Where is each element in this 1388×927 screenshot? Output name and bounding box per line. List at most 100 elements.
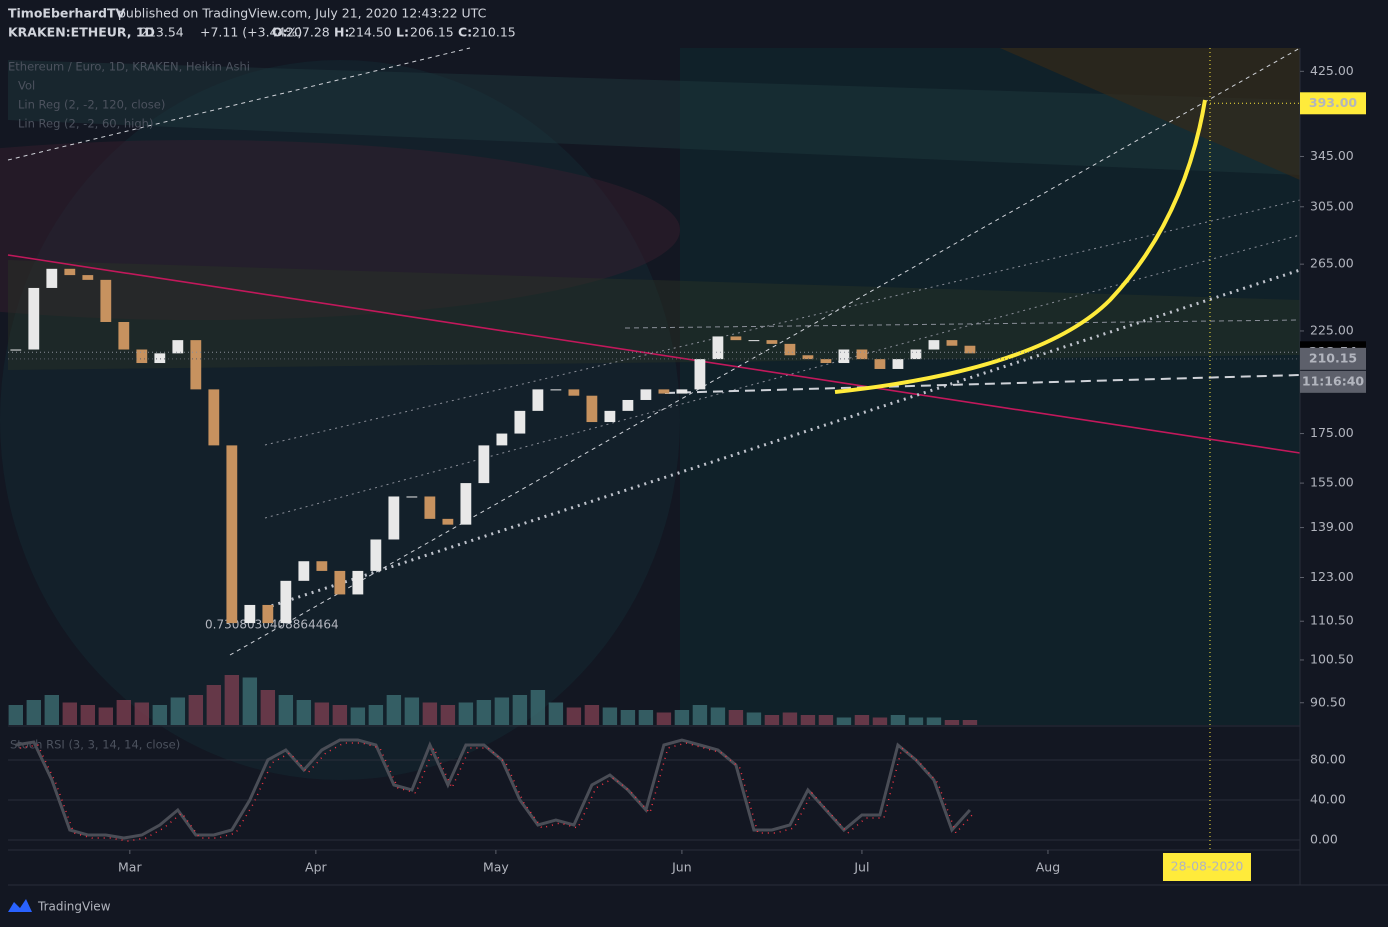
volume-bar bbox=[602, 707, 618, 725]
candle bbox=[388, 496, 400, 540]
resistance-line bbox=[624, 319, 1301, 329]
volume-bar bbox=[530, 690, 546, 725]
candle bbox=[874, 359, 886, 369]
y-tick-label: 425.00 bbox=[1310, 63, 1354, 78]
candle bbox=[802, 355, 814, 360]
regression-band bbox=[8, 60, 1300, 175]
last-price: 213.54 bbox=[140, 25, 184, 40]
y-tick-label: 225.00 bbox=[1310, 322, 1354, 337]
volume-bar bbox=[314, 702, 330, 725]
volume-bar bbox=[260, 690, 276, 725]
price-flag-label: 210.15 bbox=[1309, 350, 1357, 365]
author: TimoEberhardTV bbox=[8, 6, 126, 21]
candle bbox=[280, 580, 292, 624]
volume-bar bbox=[494, 697, 510, 725]
volume-bar bbox=[872, 717, 888, 725]
candle bbox=[928, 340, 940, 350]
volume-bar bbox=[836, 717, 852, 725]
ohlc-label: C: bbox=[458, 25, 472, 40]
countdown-flag bbox=[1300, 370, 1366, 393]
y-tick-label: 110.50 bbox=[1310, 613, 1354, 628]
y-tick-label: 90.50 bbox=[1310, 694, 1346, 709]
legend-item: Ethereum / Euro, 1D, KRAKEN, Heikin Ashi bbox=[8, 60, 250, 74]
candle bbox=[118, 321, 130, 350]
volume-bar bbox=[782, 712, 798, 725]
fan-area bbox=[1000, 48, 1300, 180]
legend-item: Lin Reg (2, -2, 60, high) bbox=[18, 117, 153, 131]
candle bbox=[586, 395, 598, 423]
countdown-label: 11:16:40 bbox=[1302, 373, 1364, 388]
candle bbox=[946, 340, 958, 346]
volume-bar bbox=[296, 700, 312, 725]
volume-bar bbox=[854, 715, 870, 725]
rsi-tick-label: 80.00 bbox=[1310, 752, 1346, 767]
trend-line bbox=[229, 47, 1301, 656]
volume-bar bbox=[620, 710, 636, 725]
volume-bar bbox=[26, 700, 42, 725]
volume-bar bbox=[116, 700, 132, 725]
volume-bar bbox=[440, 705, 456, 725]
volume-bar bbox=[908, 717, 924, 725]
fib-label: 0.7308030408864464 bbox=[205, 618, 339, 632]
candle bbox=[442, 518, 454, 525]
candle bbox=[604, 410, 616, 423]
volume-bar bbox=[422, 702, 438, 725]
logo bbox=[8, 899, 32, 912]
ohlc-label: L: bbox=[396, 25, 409, 40]
candle bbox=[766, 340, 778, 344]
candle bbox=[46, 268, 58, 288]
candle bbox=[856, 349, 868, 360]
ohlc-value: 207.28 bbox=[286, 25, 330, 40]
ohlc-value: 210.15 bbox=[472, 25, 516, 40]
candle bbox=[838, 349, 850, 364]
volume-bar bbox=[566, 707, 582, 725]
volume-bar bbox=[404, 697, 420, 725]
volume-bar bbox=[8, 705, 24, 725]
volume-bar bbox=[746, 712, 762, 725]
candle bbox=[730, 336, 742, 341]
trend-line bbox=[7, 254, 1301, 454]
volume-bar bbox=[638, 710, 654, 725]
rsi-tick-label: 40.00 bbox=[1310, 792, 1346, 807]
candle bbox=[550, 389, 562, 391]
volume-bar bbox=[278, 695, 294, 725]
candle bbox=[154, 353, 166, 364]
candle bbox=[784, 343, 796, 356]
y-tick-label: 305.00 bbox=[1310, 198, 1354, 213]
x-tick-label: Jul bbox=[853, 860, 869, 875]
candle bbox=[640, 389, 652, 400]
candle bbox=[748, 340, 760, 342]
volume-bar bbox=[386, 695, 402, 725]
y-tick-label: 265.00 bbox=[1310, 256, 1354, 271]
x-tick-label: Aug bbox=[1036, 860, 1060, 875]
volume-bar bbox=[62, 702, 78, 725]
candle bbox=[676, 389, 688, 394]
volume-bar bbox=[350, 707, 366, 725]
candle bbox=[622, 399, 634, 411]
candle bbox=[172, 340, 184, 354]
x-tick-label: May bbox=[483, 860, 509, 875]
volume-bar bbox=[710, 707, 726, 725]
candle bbox=[820, 359, 832, 364]
candle bbox=[28, 287, 40, 350]
x-tick-label: Jun bbox=[671, 860, 692, 875]
volume-bar bbox=[206, 685, 222, 725]
y-tick-label: 100.50 bbox=[1310, 651, 1354, 666]
volume-bar bbox=[674, 710, 690, 725]
x-tick-label: Apr bbox=[305, 860, 327, 875]
candle bbox=[82, 275, 94, 280]
support-line bbox=[664, 374, 1301, 394]
volume-bar bbox=[548, 702, 564, 725]
volume-bar bbox=[44, 695, 60, 725]
candle bbox=[658, 389, 670, 394]
candle bbox=[370, 539, 382, 571]
candle bbox=[712, 336, 724, 360]
ohlc-label: H: bbox=[334, 25, 349, 40]
symbol: KRAKEN:ETHEUR, 1D bbox=[8, 25, 155, 40]
volume-bar bbox=[476, 700, 492, 725]
candle bbox=[406, 496, 418, 498]
channel-area bbox=[680, 48, 1300, 725]
candle bbox=[10, 349, 22, 351]
volume-bar bbox=[584, 705, 600, 725]
